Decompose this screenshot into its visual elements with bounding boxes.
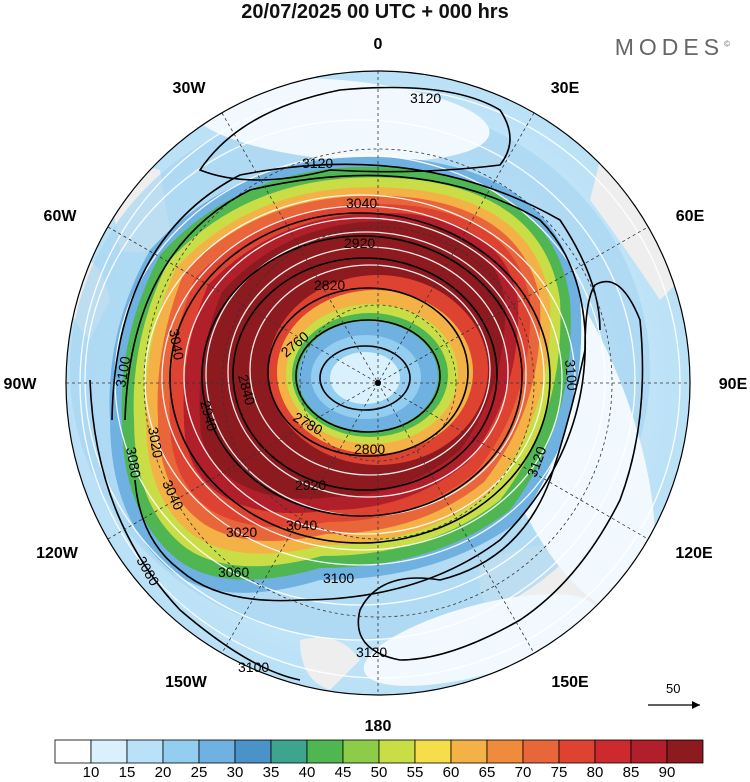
colorbar-swatch <box>558 739 596 764</box>
colorbar-swatch <box>666 739 704 764</box>
colorbar-tick-label: 80 <box>586 764 604 781</box>
lon-label-30e: 30E <box>551 80 580 97</box>
wind-speed-field <box>66 71 690 695</box>
colorbar-tick-label: 55 <box>406 764 424 781</box>
colorbar-tick-label: 60 <box>442 764 460 781</box>
colorbar-tick-label: 50 <box>370 764 388 781</box>
contour-label: 2920 <box>344 235 375 251</box>
colorbar-swatch <box>234 739 272 764</box>
reference-arrow-head <box>692 701 700 709</box>
modes-logo: MODES© <box>615 34 730 61</box>
colorbar-tick-label: 30 <box>226 764 244 781</box>
contour-label: 3040 <box>166 328 187 362</box>
colorbar-swatch <box>378 739 416 764</box>
land-africa <box>590 160 680 300</box>
lon-label-90e: 90E <box>719 376 748 393</box>
colorbar-swatch <box>306 739 344 764</box>
lon-label-120w: 120W <box>36 545 79 562</box>
south-pole-marker <box>375 380 381 386</box>
contour-label: 3100 <box>323 570 354 586</box>
lon-label-150e: 150E <box>551 674 589 691</box>
colorbar-tick-label: 20 <box>154 764 172 781</box>
colorbar <box>54 739 704 764</box>
contour-label: 3060 <box>218 564 249 580</box>
reference-vector <box>648 701 700 709</box>
colorbar-swatch <box>630 739 668 764</box>
colorbar-tick-label: 65 <box>478 764 496 781</box>
colorbar-swatch <box>126 739 164 764</box>
colorbar-swatch <box>414 739 452 764</box>
colorbar-tick-label: 90 <box>658 764 676 781</box>
reference-vector-label: 50 <box>666 681 681 696</box>
lon-label-150w: 150W <box>165 674 208 691</box>
colorbar-tick-label: 85 <box>622 764 640 781</box>
contour-label: 3100 <box>112 355 133 389</box>
colorbar-swatch <box>90 739 128 764</box>
land-new-zealand <box>300 637 360 690</box>
brand-text: MODES <box>614 34 725 60</box>
contour-label: 2940 <box>197 399 221 433</box>
lon-label-0: 0 <box>374 36 383 53</box>
colorbar-swatch <box>162 739 200 764</box>
globe-outline <box>65 70 691 696</box>
copyright-mark: © <box>724 39 730 49</box>
contour-label: 3020 <box>145 426 166 460</box>
colorbar-tick-label: 45 <box>334 764 352 781</box>
contour-label: 2920 <box>295 477 326 493</box>
contour-label: 2820 <box>314 277 345 293</box>
lon-label-30w: 30W <box>173 80 207 97</box>
colorbar-swatch <box>270 739 308 764</box>
colorbar-swatch <box>522 739 560 764</box>
colorbar-tick-label: 75 <box>550 764 568 781</box>
longitude-labels: 0 30E 60E 90E 120E 150E 180 150W 120W 90… <box>4 36 748 735</box>
contour-label: 3120 <box>302 155 333 171</box>
contour-label: 2840 <box>235 373 259 407</box>
map-title: 20/07/2025 00 UTC + 000 hrs <box>241 1 509 23</box>
contour-label: 3100 <box>562 359 581 392</box>
colorbar-swatch <box>486 739 524 764</box>
colorbar-tick-label: 10 <box>82 764 100 781</box>
lon-label-180: 180 <box>365 718 392 735</box>
colorbar-swatch <box>342 739 380 764</box>
contour-label: 3100 <box>238 659 269 675</box>
lon-label-90w: 90W <box>4 376 38 393</box>
colorbar-tick-label: 70 <box>514 764 532 781</box>
colorbar-swatch <box>594 739 632 764</box>
contour-labels: 3120 3120 3120 3120 3100 3100 3100 3100 … <box>112 90 580 675</box>
contour-label: 2800 <box>354 441 385 457</box>
lon-label-60e: 60E <box>676 208 705 225</box>
colorbar-tick-label: 25 <box>190 764 208 781</box>
contour-label: 3080 <box>123 446 144 480</box>
contour-label: 3120 <box>410 90 441 106</box>
colorbar-swatch <box>450 739 488 764</box>
colorbar-tick-label: 35 <box>262 764 280 781</box>
contour-label: 3020 <box>226 524 257 540</box>
colorbar-swatch <box>54 739 92 764</box>
lon-label-120e: 120E <box>675 545 713 562</box>
height-contours <box>89 86 644 681</box>
colorbar-tick-label: 40 <box>298 764 316 781</box>
colorbar-tick-label: 15 <box>118 764 136 781</box>
lon-label-60w: 60W <box>44 208 78 225</box>
contour-label: 3040 <box>286 517 317 533</box>
contour-label: 3120 <box>356 644 387 660</box>
contour-label: 3040 <box>346 195 377 211</box>
colorbar-swatch <box>198 739 236 764</box>
